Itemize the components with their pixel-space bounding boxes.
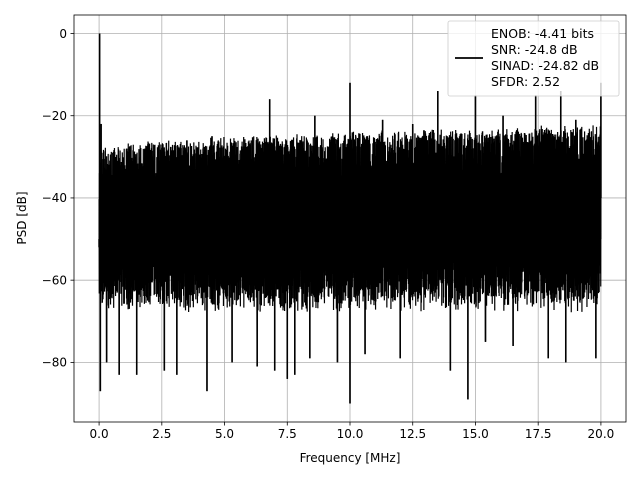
x-tick-label: 2.5	[152, 427, 171, 441]
x-axis-label: Frequency [MHz]	[300, 451, 401, 465]
y-axis-label: PSD [dB]	[15, 191, 29, 244]
y-tick-label: −60	[42, 273, 67, 287]
y-tick-label: −40	[42, 191, 67, 205]
x-tick-label: 17.5	[525, 427, 552, 441]
plot-area	[98, 33, 602, 404]
y-tick-label: 0	[59, 27, 67, 41]
y-tick-label: −80	[42, 356, 67, 370]
legend-entry-sfdr: SFDR: 2.52	[491, 74, 560, 89]
x-tick-label: 0.0	[90, 427, 109, 441]
x-tick-label: 20.0	[588, 427, 615, 441]
legend-entry-snr: SNR: -24.8 dB	[491, 42, 578, 57]
x-tick-label: 12.5	[399, 427, 426, 441]
x-tick-label: 15.0	[462, 427, 489, 441]
legend-entry-sinad: SINAD: -24.82 dB	[491, 58, 599, 73]
psd-series-line	[98, 33, 602, 404]
x-tick-label: 7.5	[278, 427, 297, 441]
x-tick-label: 5.0	[215, 427, 234, 441]
legend: ENOB: -4.41 bits SNR: -24.8 dB SINAD: -2…	[447, 20, 620, 97]
x-axis-ticks: 0.0 2.5 5.0 7.5 10.0 12.5 15.0 17.5 20.0	[90, 422, 615, 441]
legend-entry-enob: ENOB: -4.41 bits	[491, 26, 594, 41]
y-tick-label: −20	[42, 109, 67, 123]
x-tick-label: 10.0	[337, 427, 364, 441]
legend-box	[447, 20, 620, 97]
psd-trace	[98, 33, 602, 404]
y-axis-ticks: 0 −20 −40 −60 −80	[42, 27, 74, 370]
